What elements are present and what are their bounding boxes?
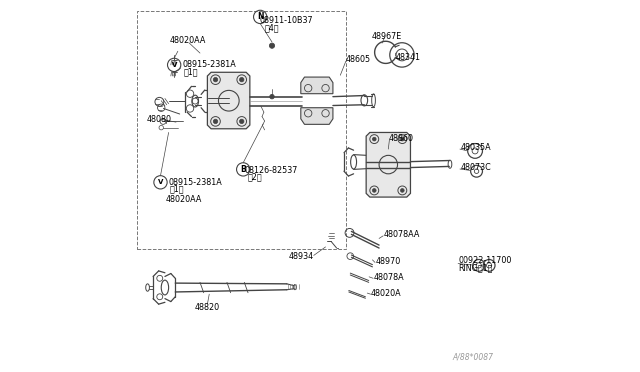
Text: RING（1）: RING（1） (458, 264, 493, 273)
Circle shape (372, 189, 376, 192)
Circle shape (239, 119, 244, 124)
Text: 08911-10B37: 08911-10B37 (259, 16, 313, 25)
Circle shape (401, 189, 404, 192)
Circle shape (269, 43, 275, 48)
Text: 48820: 48820 (195, 303, 220, 312)
Circle shape (213, 77, 218, 82)
Text: 48080: 48080 (147, 115, 172, 124)
Circle shape (213, 119, 218, 124)
Text: 08126-82537: 08126-82537 (244, 166, 298, 174)
Text: 48020AA: 48020AA (170, 36, 206, 45)
Text: N: N (257, 12, 264, 22)
Text: 00922-11700: 00922-11700 (458, 256, 512, 266)
Text: 48605: 48605 (346, 55, 371, 64)
Text: 48967E: 48967E (372, 32, 402, 41)
Text: 08915-2381A: 08915-2381A (182, 60, 236, 70)
Text: 48020AA: 48020AA (166, 195, 202, 204)
Circle shape (239, 77, 244, 82)
Text: 48970: 48970 (376, 257, 401, 266)
Text: 48341: 48341 (396, 53, 420, 62)
Text: 48073C: 48073C (460, 163, 491, 172)
Circle shape (270, 94, 274, 99)
Text: V: V (158, 179, 163, 185)
Text: 48860: 48860 (388, 134, 413, 142)
Text: B: B (241, 165, 246, 174)
Circle shape (401, 137, 404, 141)
Text: 08915-2381A: 08915-2381A (168, 178, 222, 187)
Text: 48020A: 48020A (371, 289, 401, 298)
Text: （1）: （1） (184, 67, 198, 76)
Text: 48934: 48934 (288, 251, 314, 261)
Polygon shape (301, 77, 333, 94)
Text: （1）: （1） (170, 185, 184, 194)
Text: V: V (172, 62, 177, 68)
Polygon shape (366, 132, 410, 197)
Polygon shape (301, 108, 333, 124)
Text: 48078A: 48078A (374, 273, 404, 282)
Polygon shape (207, 72, 250, 129)
Text: 48078AA: 48078AA (383, 230, 420, 239)
Text: A/88*0087: A/88*0087 (452, 352, 493, 361)
Text: （4）: （4） (264, 23, 279, 32)
Circle shape (372, 137, 376, 141)
Text: 48035A: 48035A (460, 143, 491, 152)
Text: （2）: （2） (248, 173, 262, 182)
